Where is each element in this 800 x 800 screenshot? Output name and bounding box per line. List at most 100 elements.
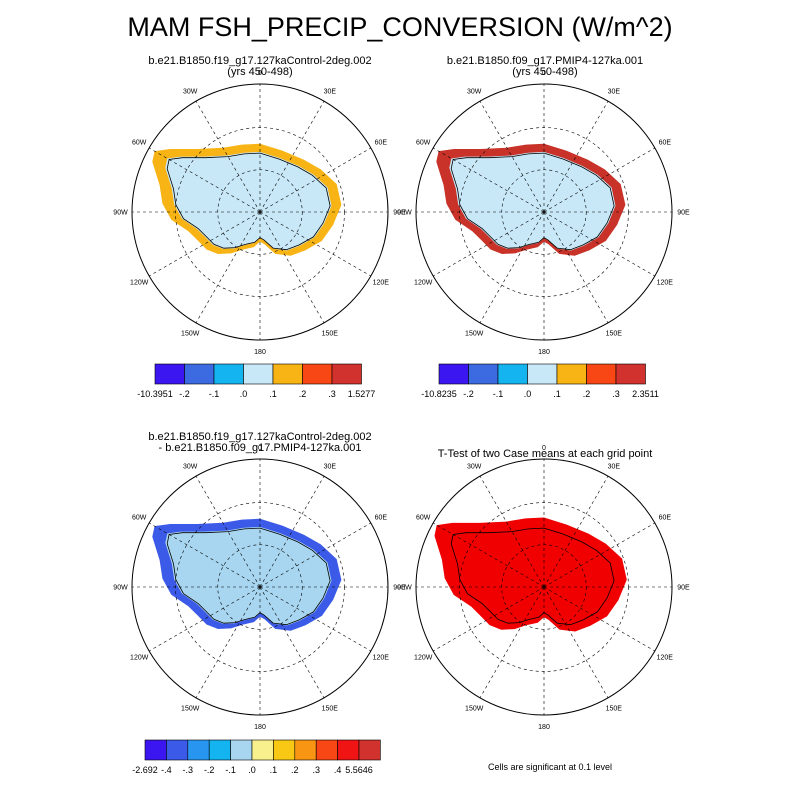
colorbar-box (615, 363, 646, 385)
longitude-label: 120W (130, 654, 149, 661)
longitude-label: 60W (132, 515, 147, 522)
colorbar-box (251, 739, 274, 761)
panel-3-title-line2: - b.e21.B1850.f09_g17.PMIP4-127ka.001 (158, 442, 362, 454)
colorbar-label: -10.8235 (421, 389, 457, 399)
longitude-label: 150E (606, 705, 623, 712)
colorbar-box (331, 363, 362, 385)
colorbar-label: 2.3511 (632, 389, 659, 399)
longitude-label: 0 (542, 70, 546, 77)
colorbar-box (230, 739, 253, 761)
longitude-label: 90W (397, 585, 412, 592)
figure-title: MAM FSH_PRECIP_CONVERSION (W/m^2) (127, 12, 673, 42)
longitude-label: 90E (393, 210, 406, 217)
colorbar-label: .3 (612, 389, 620, 399)
colorbar-label: .2 (291, 765, 299, 775)
colorbar-control: -10.3951 -.2 -.1 .0 .1 .2 .3 1.5277 (137, 363, 376, 399)
coastline (166, 527, 331, 626)
colorbar-box (187, 739, 210, 761)
longitude-label: 60W (132, 140, 147, 147)
panel-2-title-line2: (yrs 450-498) (512, 66, 578, 78)
colorbar-box (166, 739, 189, 761)
panel-2-title: b.e21.B1850.f09_g17.PMIP4-127ka.001 (yrs… (395, 56, 695, 78)
colorbar-box (213, 363, 244, 385)
longitude-label: 0 (258, 445, 262, 452)
map-panel-difference: 0 30E 60E 90E 120E 150E 180 150W 120W 90W 60W 30W (113, 445, 406, 731)
colorbar-box (497, 363, 528, 385)
colorbar-label: .2 (299, 389, 307, 399)
colorbar-label: .1 (269, 389, 277, 399)
longitude-label: 60E (659, 140, 672, 147)
colorbar-label: 1.5277 (348, 389, 376, 399)
panel-4-title: T-Test of two Case means at each grid po… (395, 449, 695, 460)
colorbar-box (273, 739, 296, 761)
colorbar-box (208, 739, 231, 761)
longitude-label: 120E (373, 654, 390, 661)
longitude-label: 120E (657, 654, 674, 661)
colorbar-label: -.2 (179, 389, 190, 399)
colorbar-label: -.1 (225, 765, 236, 775)
longitude-label: 60W (416, 140, 431, 147)
coastline (450, 527, 615, 626)
colorbar-box (337, 739, 360, 761)
map-panel-control: 0 30E 60E 90E 120E 150E 180 150W 120W 90W 60W 30W (113, 70, 406, 356)
longitude-label: 30W (183, 89, 198, 96)
colorbar-label: .0 (248, 765, 256, 775)
colorbar-label: .2 (583, 389, 591, 399)
panel-1-title-line1: b.e21.B1850.f19_g17.127kaControl-2deg.00… (148, 55, 372, 67)
longitude-label: 90W (113, 585, 128, 592)
longitude-label: 150E (322, 705, 339, 712)
colorbar-box (154, 363, 185, 385)
map-panel-ttest: 0 30E 60E 90E 120E 150E 180 150W 120W 90W 60W 30W (397, 445, 690, 731)
panel-3-title-line1: b.e21.B1850.f19_g17.127kaControl-2deg.00… (148, 431, 372, 443)
longitude-label: 90E (677, 585, 690, 592)
colorbar-box (144, 739, 167, 761)
longitude-label: 30E (608, 89, 621, 96)
colorbar-label: .3 (312, 765, 320, 775)
longitude-label: 0 (258, 70, 262, 77)
longitude-label: 120W (130, 279, 149, 286)
colorbar-box (527, 363, 558, 385)
panel-2-title-line1: b.e21.B1850.f09_g17.PMIP4-127ka.001 (446, 55, 644, 67)
longitude-label: 30W (183, 464, 198, 471)
colorbar-box (294, 739, 317, 761)
colorbar-box (556, 363, 587, 385)
panel-4-title-line1: T-Test of two Case means at each grid po… (437, 448, 653, 460)
colorbar-box (315, 739, 338, 761)
colorbar-label: 5.5646 (345, 765, 373, 775)
panel-3-title: b.e21.B1850.f19_g17.127kaControl-2deg.00… (110, 432, 410, 454)
colorbar-box (302, 363, 333, 385)
colorbar-box (358, 739, 381, 761)
longitude-label: 60E (375, 515, 388, 522)
longitude-label: 30E (324, 464, 337, 471)
colorbar-box (438, 363, 469, 385)
colorbar-label: .1 (553, 389, 561, 399)
colorbar-label: -.4 (161, 765, 172, 775)
longitude-label: 180 (538, 349, 550, 356)
longitude-label: 150W (181, 330, 200, 337)
longitude-label: 90E (393, 585, 406, 592)
colorbar-label: -.2 (463, 389, 474, 399)
longitude-label: 120E (657, 279, 674, 286)
longitude-label: 150E (606, 330, 623, 337)
longitude-label: 30W (467, 89, 482, 96)
longitude-label: 120W (414, 654, 433, 661)
colorbar-label: .4 (334, 765, 342, 775)
colorbar-label: .1 (270, 765, 278, 775)
interior-field (165, 151, 332, 251)
colorbar-label: -.1 (209, 389, 220, 399)
longitude-label: 150W (181, 705, 200, 712)
colorbar-label: .3 (328, 389, 336, 399)
interior-field (449, 151, 616, 251)
longitude-label: 180 (538, 724, 550, 731)
colorbar-box (272, 363, 303, 385)
significance-note: Cells are significant at 0.1 level (487, 762, 613, 772)
longitude-label: 30E (324, 89, 337, 96)
longitude-label: 60W (416, 515, 431, 522)
longitude-label: 90E (677, 210, 690, 217)
colorbar-box (184, 363, 215, 385)
longitude-label: 0 (542, 445, 546, 452)
longitude-label: 60E (659, 515, 672, 522)
colorbar-box (586, 363, 617, 385)
colorbar-box (243, 363, 274, 385)
longitude-label: 180 (254, 349, 266, 356)
